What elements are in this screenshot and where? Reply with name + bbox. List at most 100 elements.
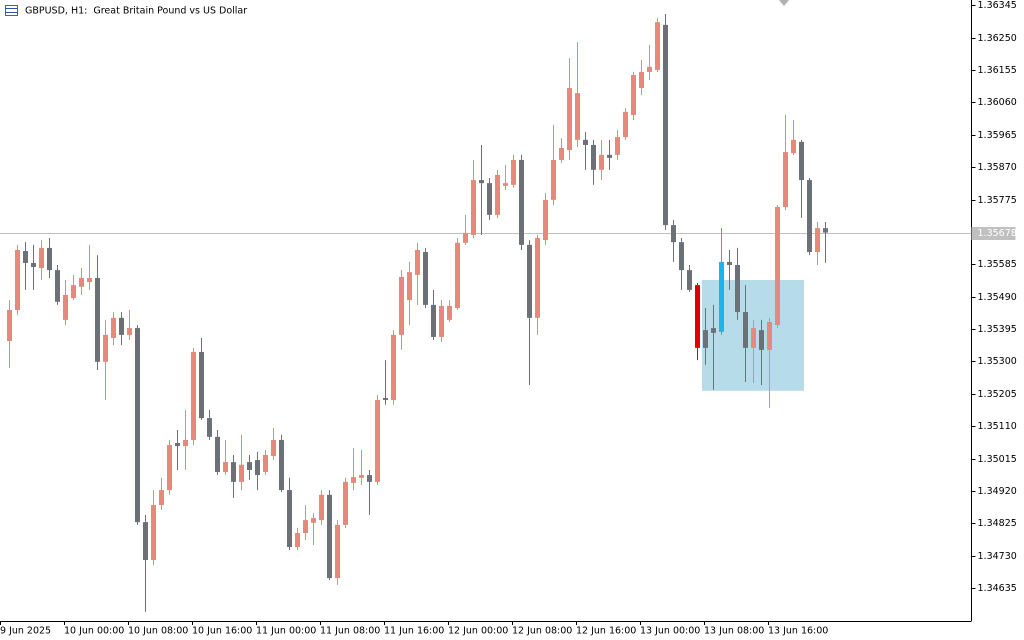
candle-body — [647, 66, 652, 72]
candle-body — [31, 262, 36, 268]
candle-body — [47, 247, 52, 271]
candle-body — [63, 294, 68, 320]
candle-body — [239, 464, 244, 482]
y-tick-label: 1.35585 — [978, 259, 1017, 270]
candle-body — [559, 148, 564, 160]
candle-body — [215, 436, 220, 472]
candle-body — [119, 317, 124, 335]
candle-body — [447, 305, 452, 320]
candle-body — [199, 351, 204, 419]
candle-body — [423, 252, 428, 305]
candle-body — [167, 445, 172, 491]
candle-body — [335, 524, 340, 579]
candle-body — [727, 261, 732, 265]
candle-body — [175, 443, 180, 447]
candle-body — [303, 520, 308, 534]
candle-body — [807, 180, 812, 253]
y-tick-label: 1.36060 — [978, 97, 1017, 108]
y-tick-label: 1.35110 — [978, 421, 1017, 432]
candle-body — [327, 494, 332, 579]
candle-body — [15, 249, 20, 310]
candle-body — [663, 24, 668, 226]
x-tick-label: 11 Jun 16:00 — [384, 626, 444, 637]
x-tick-label: 12 Jun 08:00 — [512, 626, 572, 637]
candle-body — [439, 305, 444, 337]
candle-body — [39, 247, 44, 269]
y-tick-label: 1.35965 — [978, 130, 1017, 141]
candle-body — [519, 159, 524, 245]
y-tick-label: 1.36155 — [978, 65, 1017, 76]
candle-body — [487, 183, 492, 215]
y-tick-label: 1.35775 — [978, 195, 1017, 206]
candle-body — [679, 242, 684, 271]
candle-body — [527, 244, 532, 318]
candle-body — [751, 328, 756, 348]
candle-body — [479, 180, 484, 184]
price-label: 1.35678 — [978, 228, 1017, 239]
candle-body — [551, 159, 556, 200]
y-tick-label: 1.34825 — [978, 518, 1017, 529]
candle-body — [311, 518, 316, 523]
candle-body — [703, 330, 708, 348]
candle-body — [671, 225, 676, 243]
x-tick-label: 11 Jun 08:00 — [320, 626, 380, 637]
y-tick-label: 1.34635 — [978, 583, 1017, 594]
candle-body — [815, 228, 820, 253]
candle-body — [607, 154, 612, 158]
candle-body — [367, 475, 372, 482]
candle-body — [455, 242, 460, 308]
candle-body — [463, 232, 468, 243]
candle-body — [631, 75, 636, 115]
x-tick-label: 12 Jun 00:00 — [448, 626, 508, 637]
candle-body — [343, 481, 348, 525]
candle-body — [151, 505, 156, 560]
candle-body — [295, 533, 300, 548]
chart-title: GBPUSD, H1: Great Britain Pound vs US Do… — [25, 6, 247, 17]
candle-body — [159, 490, 164, 506]
y-tick-label: 1.35395 — [978, 324, 1017, 335]
candle-body — [535, 238, 540, 318]
candle-body — [223, 462, 228, 472]
candle-body — [583, 139, 588, 145]
candle-body — [359, 475, 364, 478]
y-tick-label: 1.36345 — [978, 0, 1017, 11]
candle-body — [351, 477, 356, 483]
candle-body — [95, 277, 100, 362]
candle-body — [407, 272, 412, 301]
x-tick-label: 13 Jun 00:00 — [640, 626, 700, 637]
candle-body — [711, 328, 716, 333]
candle-body — [7, 310, 12, 342]
candle-body — [383, 397, 388, 401]
candle-body — [655, 22, 660, 70]
x-tick-label: 12 Jun 16:00 — [576, 626, 636, 637]
candle-body — [79, 277, 84, 287]
candle-body — [127, 328, 132, 335]
y-tick-label: 1.35870 — [978, 162, 1017, 173]
y-tick-label: 1.35205 — [978, 389, 1017, 400]
candle-body — [823, 228, 828, 233]
candle-body — [767, 321, 772, 350]
candle-body — [271, 439, 276, 456]
candle-body — [23, 251, 28, 263]
candle-body — [471, 180, 476, 235]
candle-body — [615, 137, 620, 155]
candle-body — [495, 174, 500, 215]
candle-body — [71, 285, 76, 299]
candle-body — [799, 141, 804, 181]
candle-body — [639, 71, 644, 88]
candle-body — [735, 264, 740, 313]
candle-body — [263, 454, 268, 472]
candle-body — [775, 207, 780, 326]
candle-body — [143, 522, 148, 560]
x-tick-label: 10 Jun 00:00 — [64, 626, 124, 637]
candle-body — [135, 328, 140, 523]
candle-body — [791, 139, 796, 154]
x-tick-label: 9 Jun 2025 — [0, 626, 51, 637]
candle-body — [207, 418, 212, 437]
candle-body — [623, 111, 628, 138]
y-tick-label: 1.35300 — [978, 356, 1017, 367]
x-tick-label: 13 Jun 08:00 — [704, 626, 764, 637]
candle-body — [183, 439, 188, 447]
candle-body — [511, 159, 516, 185]
candle-body — [743, 312, 748, 348]
